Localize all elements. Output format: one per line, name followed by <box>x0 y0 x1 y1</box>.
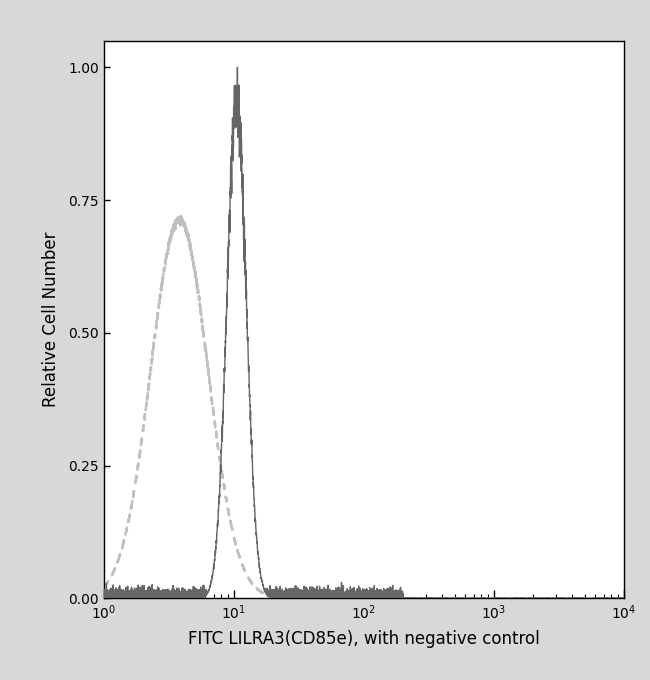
X-axis label: FITC LILRA3(CD85e), with negative control: FITC LILRA3(CD85e), with negative contro… <box>188 630 540 648</box>
Y-axis label: Relative Cell Number: Relative Cell Number <box>42 232 60 407</box>
